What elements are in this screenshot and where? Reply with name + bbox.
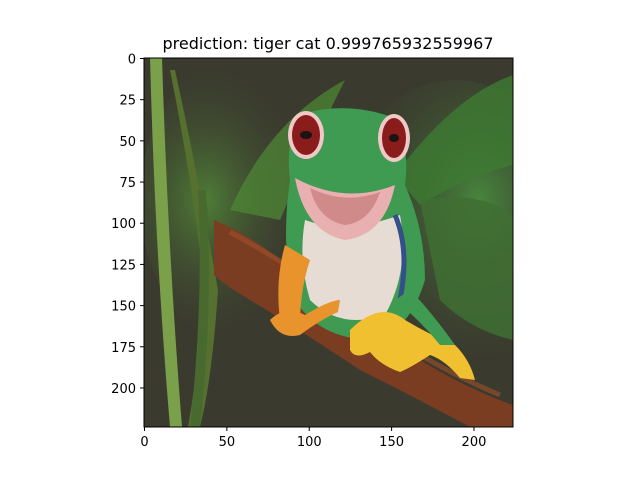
y-tick-label: 175 (111, 341, 136, 356)
stem-vertical (190, 190, 209, 427)
y-tick-label: 100 (111, 217, 136, 232)
frog-side-stripe (392, 214, 407, 301)
frog-mouth-inner (310, 188, 380, 225)
y-tick-label: 25 (119, 94, 136, 109)
image-plot (144, 58, 513, 427)
chart-title: prediction: tiger cat 0.999765932559967 (162, 34, 493, 53)
y-tick-label: 150 (111, 300, 136, 315)
axes-frame (143, 57, 514, 428)
frog-front-left-foot (270, 300, 340, 336)
y-tick-label: 50 (119, 135, 136, 150)
frog-front-left-leg (278, 245, 310, 325)
y-axis: 0 25 50 75 100 125 150 175 200 (111, 53, 144, 397)
x-tick-label: 0 (140, 435, 148, 450)
frog-rear-leg (395, 290, 455, 345)
x-axis: 0 50 100 150 200 (140, 427, 486, 450)
x-tick-label: 100 (297, 435, 322, 450)
x-tick-label: 50 (219, 435, 236, 450)
leaf-top-right (395, 75, 513, 205)
grass-blade-1 (150, 58, 182, 427)
frog-pupil-right (389, 134, 399, 142)
frog-pupil-left (300, 131, 312, 139)
x-tick-label: 200 (462, 435, 487, 450)
y-tick-label: 125 (111, 258, 136, 273)
y-tick-label: 200 (111, 382, 136, 397)
frog-belly (302, 215, 403, 320)
y-tick-label: 0 (128, 53, 136, 68)
leaf-right (420, 197, 513, 340)
y-tick-label: 75 (119, 176, 136, 191)
x-tick-label: 150 (379, 435, 404, 450)
frog-rear-foot (350, 312, 475, 380)
